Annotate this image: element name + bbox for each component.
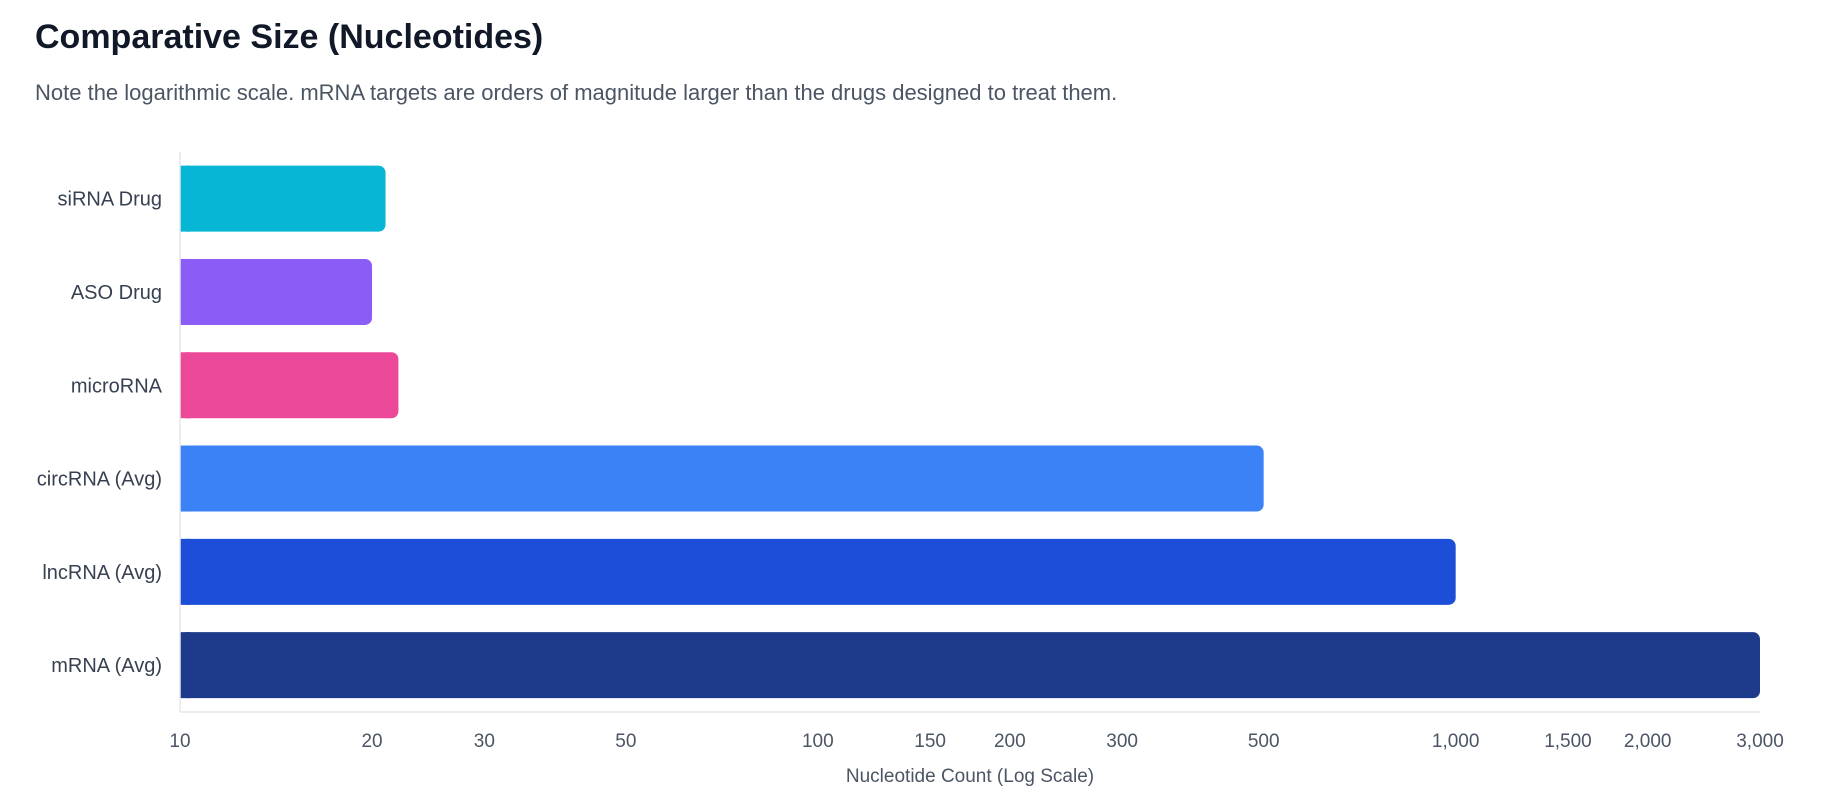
bar-aso-drug[interactable] [180, 258, 373, 325]
chart-subtitle: Note the logarithmic scale. mRNA targets… [35, 80, 1118, 105]
x-tick-label: 3,000 [1736, 731, 1784, 752]
bar-lncrna-avg[interactable] [180, 538, 1456, 605]
bar-microrna[interactable] [180, 352, 399, 419]
x-tick-label: 150 [914, 731, 946, 752]
category-label: mRNA (Avg) [51, 655, 162, 677]
category-label: ASO Drug [71, 282, 162, 304]
x-tick-label: 2,000 [1624, 731, 1672, 752]
x-tick-label: 300 [1106, 731, 1138, 752]
x-tick-label: 1,500 [1544, 731, 1592, 752]
bar-left-edge [180, 165, 190, 232]
x-axis-ticks: 10 20 30 50 100 150 200 300 500 1,000 1,500 2,000 3,… [169, 731, 1783, 752]
x-tick-label: 50 [615, 731, 636, 752]
bar-left-edge [180, 538, 190, 605]
x-tick-label: 200 [994, 731, 1026, 752]
category-label: circRNA (Avg) [37, 469, 162, 491]
category-label: microRNA [71, 375, 163, 397]
x-tick-label: 10 [169, 731, 190, 752]
x-tick-label: 20 [361, 731, 382, 752]
x-axis-title: Nucleotide Count (Log Scale) [846, 766, 1094, 787]
x-tick-label: 30 [474, 731, 495, 752]
chart-title: Comparative Size (Nucleotides) [35, 18, 544, 56]
x-tick-label: 1,000 [1432, 731, 1480, 752]
bars-layer [180, 165, 1760, 699]
category-labels: siRNA Drug ASO Drug microRNA circRNA (Avg) l… [37, 189, 163, 678]
category-label: siRNA Drug [58, 189, 162, 211]
bar-circrna-avg[interactable] [180, 445, 1264, 512]
bar-sirna-drug[interactable] [180, 165, 386, 232]
x-tick-label: 100 [802, 731, 834, 752]
bar-mrna-avg[interactable] [180, 632, 1760, 699]
x-tick-label: 500 [1248, 731, 1280, 752]
category-label: lncRNA (Avg) [42, 562, 162, 584]
bar-left-edge [180, 258, 190, 325]
bar-left-edge [180, 445, 190, 512]
bar-left-edge [180, 352, 190, 419]
bar-left-edge [180, 632, 190, 699]
